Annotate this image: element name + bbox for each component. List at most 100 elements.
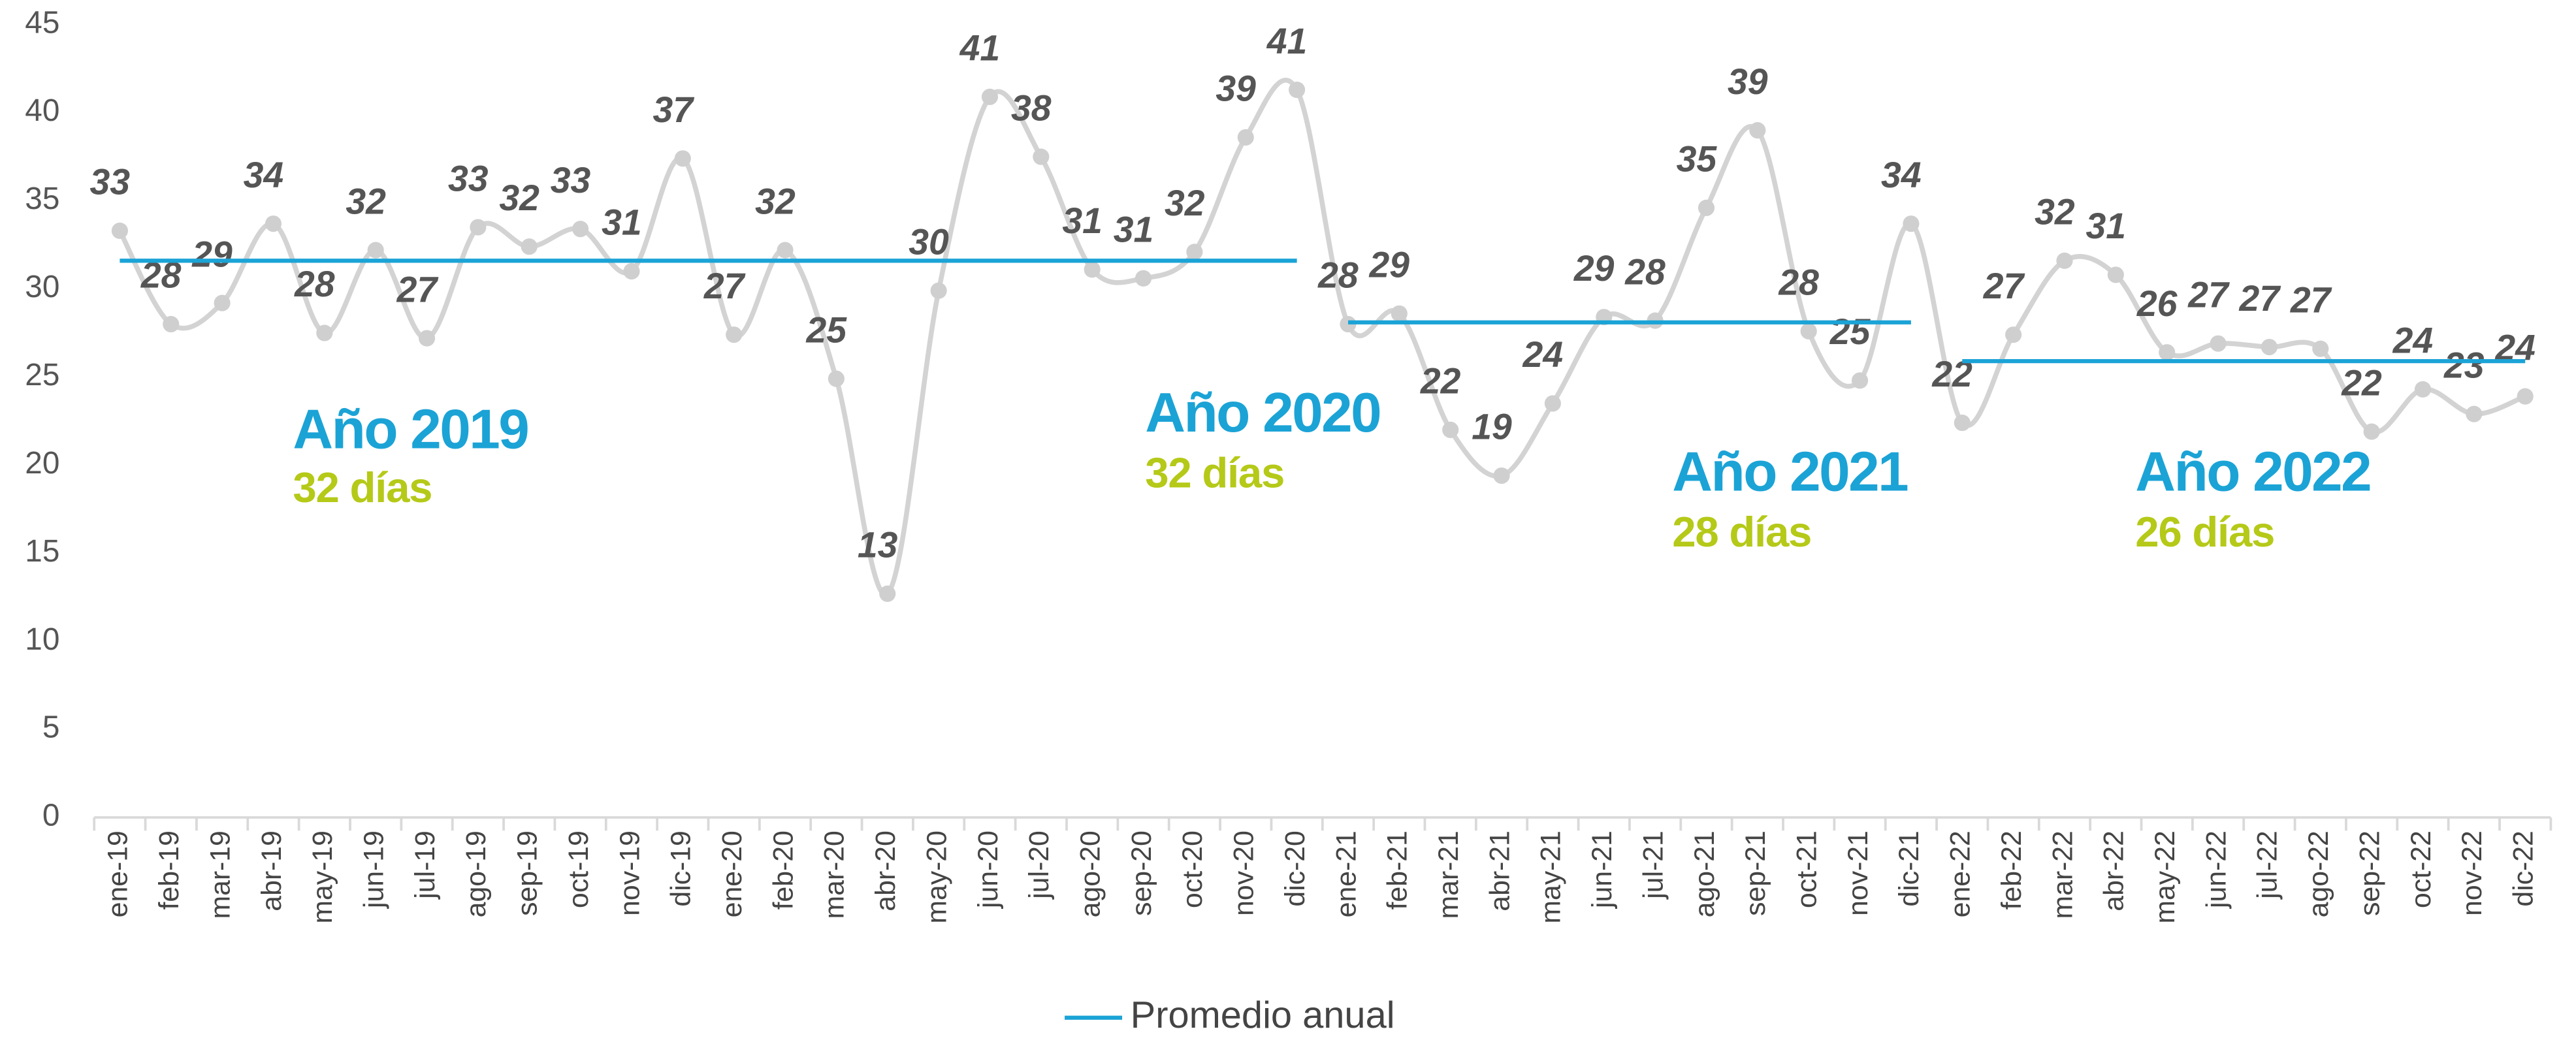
marker xyxy=(1903,215,1920,232)
marker xyxy=(2517,388,2534,405)
data-label: 32 xyxy=(2035,192,2075,232)
data-label: 31 xyxy=(1062,200,1103,241)
year-annotation: Año 2020 xyxy=(1145,382,1380,444)
average-annotation: 32 días xyxy=(1145,449,1284,496)
x-tick-label: mar-19 xyxy=(204,830,236,919)
x-tick-label: dic-19 xyxy=(666,830,697,906)
data-label: 32 xyxy=(1165,183,1205,223)
x-tick-label: may-21 xyxy=(1536,830,1567,924)
x-tick-label: ene-21 xyxy=(1330,830,1362,917)
marker xyxy=(1237,129,1254,146)
x-tick-label: oct-21 xyxy=(1791,830,1822,908)
x-tick-label: sep-22 xyxy=(2354,830,2385,916)
x-tick-label: feb-21 xyxy=(1382,830,1413,910)
x-tick-label: dic-21 xyxy=(1893,830,1925,906)
marker xyxy=(1135,270,1152,287)
x-tick-label: nov-19 xyxy=(614,830,645,916)
x-tick-label: dic-22 xyxy=(2508,830,2539,906)
data-label: 24 xyxy=(1522,334,1564,375)
data-label: 33 xyxy=(551,160,591,200)
x-tick-label: feb-19 xyxy=(153,830,185,910)
data-label: 39 xyxy=(1216,69,1256,109)
data-label: 31 xyxy=(1114,210,1154,250)
data-label: 34 xyxy=(244,155,284,195)
data-label: 35 xyxy=(1677,139,1718,180)
y-tick-label: 5 xyxy=(42,710,60,745)
x-tick-label: abr-19 xyxy=(256,830,287,911)
data-label: 22 xyxy=(2341,362,2382,403)
data-label: 19 xyxy=(1472,407,1512,447)
x-tick-label: ene-22 xyxy=(1945,830,1976,917)
x-tick-label: ago-21 xyxy=(1689,830,1720,917)
data-label: 27 xyxy=(1983,266,2025,306)
x-tick-label: jul-20 xyxy=(1023,830,1055,900)
marker xyxy=(1493,467,1510,484)
data-label: 29 xyxy=(1573,248,1615,289)
data-label: 28 xyxy=(1778,262,1819,302)
data-label: 32 xyxy=(755,181,796,221)
data-label: 33 xyxy=(90,162,131,202)
x-tick-label: jun-19 xyxy=(358,830,389,910)
y-tick-label: 10 xyxy=(25,622,59,657)
x-tick-label: may-20 xyxy=(921,830,952,924)
data-label: 38 xyxy=(1011,87,1052,128)
marker xyxy=(2005,326,2022,343)
marker xyxy=(265,215,282,232)
legend-label: Promedio anual xyxy=(1131,994,1395,1036)
data-label: 27 xyxy=(2290,279,2332,320)
year-annotation: Año 2021 xyxy=(1672,441,1908,503)
marker xyxy=(879,585,896,602)
year-annotation: Año 2022 xyxy=(2135,441,2370,503)
average-annotation: 32 días xyxy=(293,464,432,511)
x-tick-label: ene-19 xyxy=(103,830,134,917)
x-tick-label: jul-21 xyxy=(1637,830,1669,900)
data-label: 27 xyxy=(2239,278,2281,319)
y-tick-label: 30 xyxy=(25,270,59,304)
data-label: 23 xyxy=(2443,345,2485,385)
marker xyxy=(1084,261,1101,278)
x-tick-label: mar-20 xyxy=(819,830,850,919)
x-tick-label: dic-20 xyxy=(1280,830,1311,906)
marker xyxy=(572,221,589,238)
marker xyxy=(2312,340,2329,357)
y-tick-label: 35 xyxy=(25,182,59,216)
marker xyxy=(1749,122,1766,139)
data-label: 27 xyxy=(2187,274,2230,315)
x-tick-label: sep-20 xyxy=(1126,830,1157,916)
x-tick-label: oct-20 xyxy=(1177,830,1208,908)
x-tick-label: oct-22 xyxy=(2406,830,2437,908)
marker xyxy=(674,150,691,167)
marker xyxy=(2107,266,2124,283)
marker xyxy=(2363,423,2380,440)
x-tick-label: mar-21 xyxy=(1433,830,1464,919)
data-label: 33 xyxy=(448,158,489,198)
x-tick-label: jun-22 xyxy=(2200,830,2232,910)
marker xyxy=(930,282,947,299)
x-tick-label: sep-21 xyxy=(1740,830,1771,916)
marker xyxy=(418,330,436,347)
y-tick-label: 20 xyxy=(25,446,59,481)
x-tick-label: ago-22 xyxy=(2303,830,2334,917)
marker xyxy=(2261,338,2278,356)
average-annotation: 26 días xyxy=(2135,508,2274,556)
data-label: 32 xyxy=(346,181,386,221)
x-tick-label: ene-20 xyxy=(716,830,748,917)
data-label: 37 xyxy=(652,89,694,130)
x-tick-label: abr-20 xyxy=(870,830,901,911)
marker xyxy=(2414,381,2432,398)
data-label: 27 xyxy=(703,266,746,306)
marker xyxy=(111,222,128,240)
x-tick-label: nov-22 xyxy=(2456,830,2488,916)
marker xyxy=(2056,252,2073,269)
data-label: 26 xyxy=(2136,283,2178,324)
marker xyxy=(1954,415,1971,432)
data-label: 29 xyxy=(191,234,233,274)
marker xyxy=(214,294,231,311)
marker xyxy=(1800,323,1817,340)
y-tick-label: 15 xyxy=(25,534,59,569)
marker xyxy=(470,219,487,236)
marker xyxy=(1033,148,1050,165)
year-annotation: Año 2019 xyxy=(293,398,528,460)
